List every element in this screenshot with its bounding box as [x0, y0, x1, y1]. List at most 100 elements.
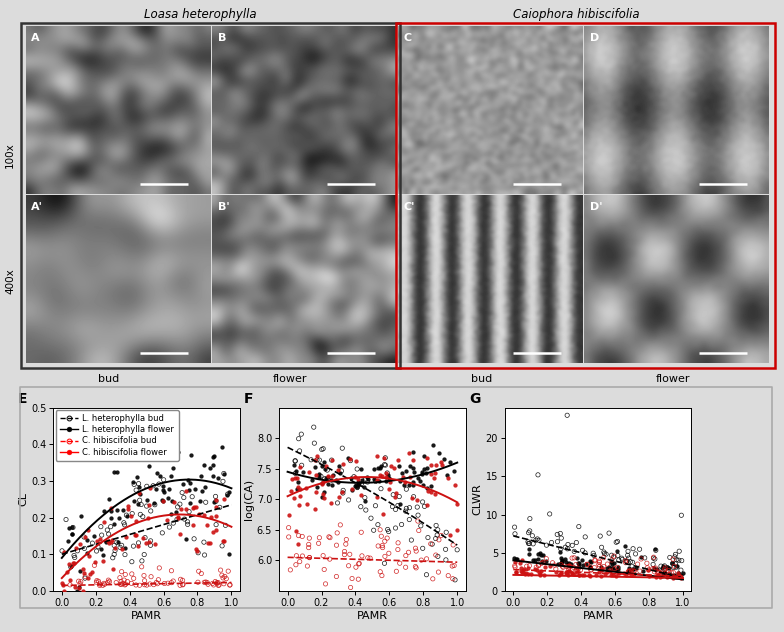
- Point: [612, 555, 625, 565]
- Point: [358, 482, 370, 492]
- Point: [104, 513, 117, 523]
- Point: [369, 477, 382, 487]
- Point: [426, 574, 439, 584]
- Point: [209, 491, 222, 501]
- Point: [659, 562, 671, 573]
- Point: [666, 571, 679, 581]
- Point: [400, 484, 412, 494]
- Point: [67, 550, 80, 561]
- Point: [418, 501, 430, 511]
- Point: [198, 460, 210, 470]
- Point: [118, 520, 131, 530]
- Point: [538, 569, 550, 580]
- Point: [295, 429, 307, 439]
- Point: [111, 537, 123, 547]
- Point: [292, 434, 305, 444]
- Point: [407, 463, 419, 473]
- Point: [411, 495, 423, 505]
- Point: [220, 574, 233, 584]
- Point: [425, 481, 437, 491]
- Point: [526, 531, 539, 541]
- Point: [158, 578, 171, 588]
- Point: [80, 535, 93, 545]
- Point: [293, 499, 306, 509]
- Point: [648, 564, 660, 574]
- Point: [603, 528, 615, 538]
- Point: [667, 570, 680, 580]
- Point: [627, 566, 640, 576]
- Point: [576, 560, 589, 570]
- Point: [71, 546, 84, 556]
- Point: [176, 579, 189, 589]
- Point: [430, 550, 442, 560]
- Point: [403, 447, 416, 458]
- Point: [195, 568, 208, 578]
- Point: [93, 535, 106, 545]
- Point: [427, 473, 440, 483]
- Text: C': C': [404, 202, 416, 212]
- Point: [647, 559, 659, 569]
- Point: [403, 502, 416, 513]
- Point: [129, 530, 141, 540]
- Point: [350, 456, 362, 466]
- Point: [208, 451, 220, 461]
- Point: [615, 553, 628, 563]
- Point: [561, 540, 574, 550]
- Point: [548, 560, 561, 570]
- Point: [648, 552, 660, 562]
- Point: [628, 566, 641, 576]
- Point: [574, 565, 586, 575]
- Point: [509, 561, 521, 571]
- Point: [349, 471, 361, 482]
- Point: [143, 579, 156, 589]
- Point: [336, 488, 349, 498]
- Point: [611, 562, 623, 573]
- Point: [534, 569, 546, 580]
- Point: [198, 537, 210, 547]
- Point: [289, 473, 302, 483]
- Point: [566, 553, 579, 563]
- Text: D: D: [590, 33, 599, 42]
- Text: bud: bud: [97, 374, 119, 384]
- Point: [378, 558, 390, 568]
- Point: [415, 555, 427, 565]
- Point: [545, 537, 557, 547]
- Point: [564, 559, 577, 569]
- Point: [192, 548, 205, 558]
- Point: [440, 527, 452, 537]
- Point: [62, 523, 74, 533]
- Point: [537, 557, 550, 568]
- Point: [354, 502, 367, 512]
- Point: [347, 471, 360, 482]
- Point: [667, 562, 680, 573]
- Point: [140, 538, 152, 548]
- Point: [622, 566, 635, 576]
- Point: [308, 454, 321, 465]
- Point: [111, 467, 124, 477]
- Point: [656, 561, 669, 571]
- Point: [361, 553, 374, 563]
- Point: [383, 548, 395, 558]
- Point: [372, 463, 384, 473]
- Point: [171, 514, 183, 525]
- Point: [411, 502, 423, 512]
- Point: [509, 562, 521, 572]
- Point: [318, 564, 331, 574]
- Point: [296, 460, 308, 470]
- Point: [521, 569, 534, 579]
- Point: [143, 500, 155, 510]
- Point: [593, 559, 605, 569]
- Point: [358, 492, 371, 502]
- Point: [540, 556, 553, 566]
- Point: [115, 540, 128, 550]
- Point: [407, 480, 419, 490]
- Point: [598, 569, 611, 580]
- Point: [318, 477, 330, 487]
- Text: F: F: [244, 392, 253, 406]
- Point: [110, 578, 122, 588]
- Point: [129, 516, 142, 526]
- Point: [375, 461, 387, 471]
- Point: [167, 463, 180, 473]
- Point: [316, 492, 328, 502]
- Point: [108, 467, 121, 477]
